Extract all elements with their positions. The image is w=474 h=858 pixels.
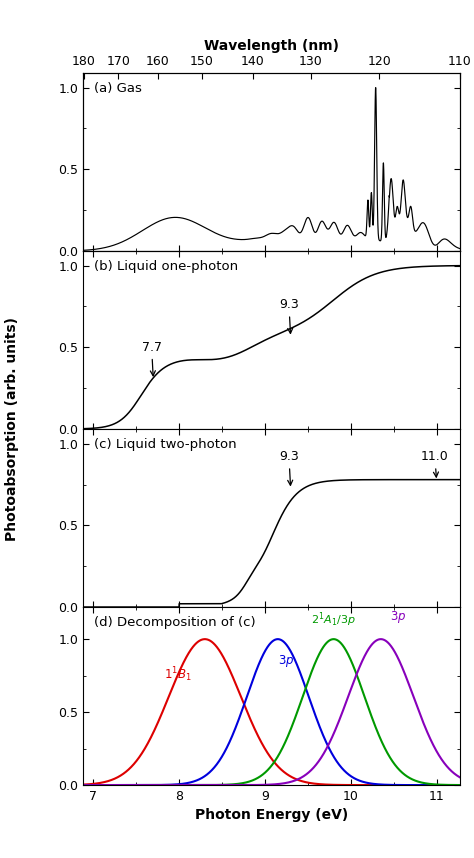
Text: (b) Liquid one-photon: (b) Liquid one-photon [94, 260, 238, 273]
Text: $1^1B_1$: $1^1B_1$ [164, 665, 191, 684]
Text: (c) Liquid two-photon: (c) Liquid two-photon [94, 438, 237, 451]
X-axis label: Photon Energy (eV): Photon Energy (eV) [195, 808, 348, 823]
Text: 7.7: 7.7 [142, 341, 162, 376]
Text: 9.3: 9.3 [279, 299, 299, 334]
Text: $2^1A_1/3p$: $2^1A_1/3p$ [311, 610, 356, 629]
Text: 9.3: 9.3 [279, 450, 299, 486]
Text: (a) Gas: (a) Gas [94, 82, 142, 95]
X-axis label: Wavelength (nm): Wavelength (nm) [204, 39, 339, 52]
Text: Photoabsorption (arb. units): Photoabsorption (arb. units) [5, 317, 19, 541]
Text: 11.0: 11.0 [421, 450, 449, 477]
Text: (d) Decomposition of (c): (d) Decomposition of (c) [94, 616, 256, 629]
Text: $3p$: $3p$ [278, 653, 294, 669]
Text: $3p$: $3p$ [390, 608, 406, 625]
